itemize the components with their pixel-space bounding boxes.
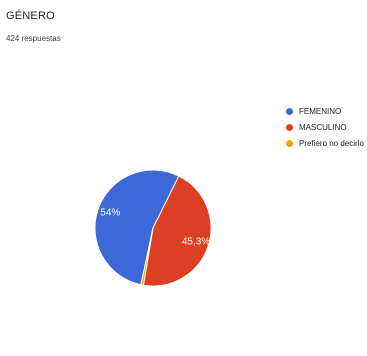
chart-title: GÉNERO xyxy=(6,10,55,22)
legend-dot-prefiero-no-decirlo xyxy=(286,140,293,147)
legend-item-femenino[interactable]: FEMENINO xyxy=(286,107,364,116)
legend: FEMENINO MASCULINO Prefiero no decirlo xyxy=(286,107,364,148)
legend-label-prefiero-no-decirlo: Prefiero no decirlo xyxy=(299,139,364,148)
legend-label-masculino: MASCULINO xyxy=(299,123,347,132)
legend-dot-femenino xyxy=(286,108,293,115)
legend-dot-masculino xyxy=(286,124,293,131)
pie-label-femenino: 54% xyxy=(100,208,120,219)
pie-slice-femenino[interactable] xyxy=(94,169,180,286)
response-count: 424 respuestas xyxy=(6,34,61,43)
pie-slices xyxy=(94,169,212,287)
pie-slice-masculino[interactable] xyxy=(142,175,212,287)
pie-label-masculino: 45,3% xyxy=(182,237,210,248)
legend-item-prefiero-no-decirlo[interactable]: Prefiero no decirlo xyxy=(286,139,364,148)
pie-slice-prefiero-no-decirlo[interactable] xyxy=(140,227,154,286)
legend-label-femenino: FEMENINO xyxy=(299,107,342,116)
pie-labels: 54% 45,3% xyxy=(100,208,210,248)
legend-item-masculino[interactable]: MASCULINO xyxy=(286,123,364,132)
